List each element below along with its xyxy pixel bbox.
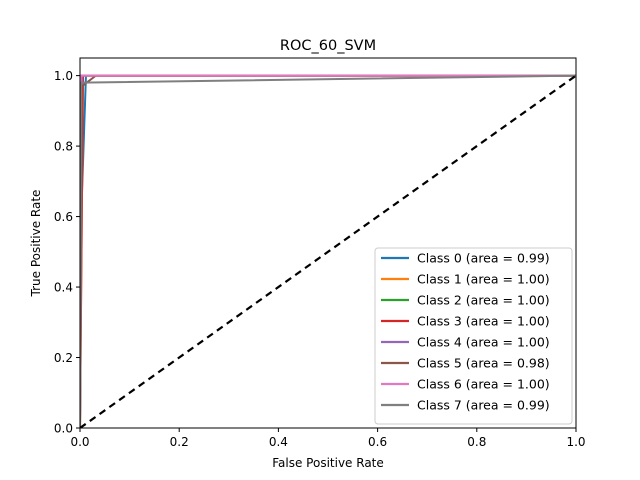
x-tick-label: 0.4 xyxy=(269,435,288,449)
x-axis-label: False Positive Rate xyxy=(272,456,384,470)
legend-label-class-4: Class 4 (area = 1.00) xyxy=(417,335,550,350)
diagonal-layer xyxy=(80,74,576,428)
x-tick-label: 0.0 xyxy=(70,435,89,449)
x-tick-label: 0.6 xyxy=(368,435,387,449)
chart-title: ROC_60_SVM xyxy=(280,38,376,54)
legend-label-class-7: Class 7 (area = 0.99) xyxy=(417,398,550,413)
legend-label-class-0: Class 0 (area = 0.99) xyxy=(417,251,550,266)
legend-label-class-5: Class 5 (area = 0.98) xyxy=(417,356,550,371)
legend-box xyxy=(374,247,573,425)
x-tick-label: 0.2 xyxy=(170,435,189,449)
chance-diagonal-line xyxy=(80,74,576,428)
legend: Class 0 (area = 0.99) Class 1 (area = 1.0… xyxy=(374,247,573,425)
x-tick-label: 0.8 xyxy=(467,435,486,449)
y-axis-ticks: 0.0 0.2 0.4 0.6 0.8 1.0 xyxy=(54,69,80,436)
y-tick-label: 0.0 xyxy=(54,422,73,436)
y-axis-label: True Positive Rate xyxy=(29,190,43,298)
y-tick-label: 0.8 xyxy=(54,140,73,154)
legend-label-class-6: Class 6 (area = 1.00) xyxy=(417,377,550,392)
x-tick-label: 1.0 xyxy=(566,435,585,449)
y-tick-label: 0.4 xyxy=(54,281,73,295)
x-axis-ticks: 0.0 0.2 0.4 0.6 0.8 1.0 xyxy=(70,428,586,449)
y-tick-label: 1.0 xyxy=(54,69,73,83)
legend-label-class-2: Class 2 (area = 1.00) xyxy=(417,293,550,308)
y-tick-label: 0.2 xyxy=(54,351,73,365)
legend-label-class-3: Class 3 (area = 1.00) xyxy=(417,314,550,329)
y-tick-label: 0.6 xyxy=(54,210,73,224)
legend-label-class-1: Class 1 (area = 1.00) xyxy=(417,272,550,287)
plot-frame xyxy=(79,57,577,429)
